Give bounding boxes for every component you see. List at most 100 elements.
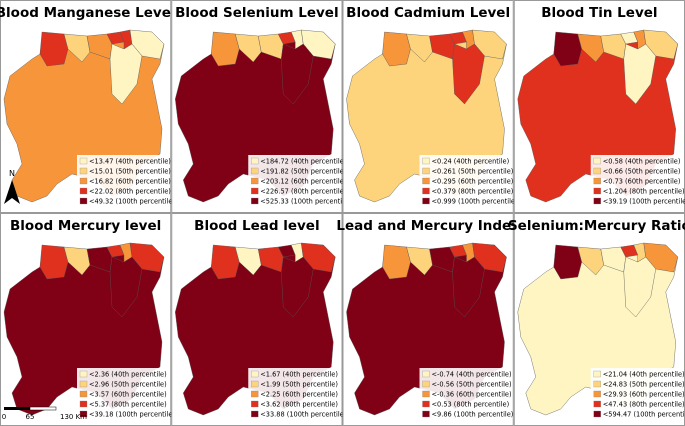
legend-swatch: [79, 370, 88, 378]
legend-swatch: [251, 167, 259, 175]
panel-title: Blood Manganese Level: [0, 5, 176, 21]
legend-label: <-0.56 (50th percentile): [432, 381, 512, 389]
legend-label: <191.82 (50th percentile): [260, 168, 346, 176]
legend-label: <15.01 (50th percentile): [89, 168, 171, 176]
legend-label: <525.33 (100th percentile): [260, 198, 350, 206]
legend-swatch: [593, 197, 601, 205]
legend: <13.47 (40th percentile) <15.01 (50th per…: [77, 155, 175, 207]
legend-label: <0.379 (80th percentile): [432, 188, 514, 196]
legend-label: <47.43 (80th percentile): [603, 401, 685, 409]
region: [281, 43, 314, 105]
legend-swatch: [593, 187, 601, 195]
legend-label: <226.57 (80th percentile): [260, 188, 346, 196]
map-panel: Blood Selenium Level <184.72 (40th percen…: [171, 0, 351, 213]
panel-title: Blood Mercury level: [10, 218, 161, 234]
legend-label: <0.24 (40th percentile): [432, 158, 510, 166]
legend-swatch: [251, 400, 259, 408]
legend-swatch: [593, 167, 601, 175]
legend-label: <1.67 (40th percentile): [260, 371, 338, 379]
map-panel: Selenium:Mercury Ratio <21.04 (40th perce…: [508, 213, 685, 426]
legend-swatch: [422, 167, 430, 175]
legend-swatch: [422, 157, 430, 165]
legend-label: <3.57 (60th percentile): [89, 391, 167, 399]
legend-swatch: [593, 177, 601, 185]
legend-box: [248, 368, 341, 420]
legend-swatch: [422, 177, 430, 185]
legend-swatch: [79, 390, 88, 398]
legend-label: <184.72 (40th percentile): [260, 158, 346, 166]
legend-box: [590, 155, 683, 207]
north-label: N: [9, 169, 15, 178]
legend-swatch: [79, 197, 88, 205]
legend-label: <3.62 (80th percentile): [260, 401, 338, 409]
legend-label: <594.47 (100th percentile): [603, 411, 685, 419]
region: [109, 256, 143, 318]
region: [452, 256, 485, 318]
legend-swatch: [251, 157, 259, 165]
legend-swatch: [79, 380, 88, 388]
legend-label: <29.93 (60th percentile): [603, 391, 685, 399]
legend-swatch: [422, 380, 430, 388]
legend-swatch: [251, 410, 259, 418]
legend-swatch: [593, 390, 601, 398]
legend-swatch: [79, 400, 88, 408]
legend-swatch: [79, 177, 88, 185]
panel-title: Blood Tin Level: [541, 5, 657, 21]
legend: <1.67 (40th percentile) <1.99 (50th perce…: [248, 368, 346, 420]
region: [382, 244, 411, 280]
legend-label: <0.53 (80th percentile): [432, 401, 510, 409]
legend-swatch: [593, 157, 601, 165]
legend-swatch: [593, 400, 601, 408]
legend: <2.36 (40th percentile) <2.96 (50th perce…: [77, 368, 175, 420]
legend-label: <21.04 (40th percentile): [603, 371, 685, 379]
region: [39, 244, 69, 280]
legend-label: <0.73 (60th percentile): [603, 178, 681, 186]
region: [623, 256, 656, 318]
legend-label: <0.261 (50th percentile): [432, 168, 514, 176]
scale-bar: 0 65 130 Km: [2, 406, 87, 421]
legend-box: [248, 155, 341, 207]
legend-swatch: [422, 400, 430, 408]
legend-label: <13.47 (40th percentile): [89, 158, 171, 166]
legend-label: <2.25 (60th percentile): [260, 391, 338, 399]
legend-swatch: [79, 167, 88, 175]
map-panel: Blood Tin Level<0.58 (40th percentile)<0…: [513, 0, 685, 213]
legend-swatch: [422, 197, 430, 205]
map-panel: Blood Lead level<1.67 (40th percentile)<…: [171, 213, 346, 426]
legend-swatch: [79, 410, 88, 418]
region: [553, 244, 582, 280]
panel-title: Blood Lead level: [194, 218, 319, 234]
scale-seg: [29, 406, 57, 411]
region: [211, 31, 240, 67]
legend-box: [77, 155, 169, 207]
legend-label: <-0.74 (40th percentile): [432, 371, 512, 379]
scale-seg: [4, 407, 30, 410]
legend-swatch: [251, 187, 259, 195]
region: [452, 43, 485, 105]
region: [382, 31, 411, 67]
legend: <-0.74 (40th percentile) <-0.56 (50th per…: [419, 368, 513, 420]
legend-swatch: [251, 370, 259, 378]
map-panel: Blood Mercury level <2.36 (40th percentil…: [0, 213, 175, 426]
legend-swatch: [251, 177, 259, 185]
legend-label: <0.66 (50th percentile): [603, 168, 681, 176]
map-panel: Blood Manganese Level <13.47 (40th percen…: [0, 0, 176, 213]
legend-label: <39.19 (100th percentile): [603, 198, 685, 206]
region: [109, 43, 143, 105]
scale-label: 65: [26, 413, 35, 421]
legend: <184.72 (40th percentile) <191.82 (50th p…: [248, 155, 351, 207]
legend-swatch: [422, 390, 430, 398]
legend-swatch: [422, 370, 430, 378]
panel-title: Blood Selenium Level: [175, 5, 338, 21]
legend-box: [419, 155, 512, 207]
region: [281, 256, 314, 318]
north-arrow: N: [4, 169, 20, 204]
legend-swatch: [251, 197, 259, 205]
legend-swatch: [422, 187, 430, 195]
legend-label: <203.12 (60th percentile): [260, 178, 346, 186]
legend-label: <2.96 (50th percentile): [89, 381, 167, 389]
legend-box: [77, 368, 169, 420]
panel-title: Blood Cadmium Level: [346, 5, 510, 21]
map-panel: Lead and Mercury Index <-0.74 (40th perce…: [336, 213, 520, 426]
